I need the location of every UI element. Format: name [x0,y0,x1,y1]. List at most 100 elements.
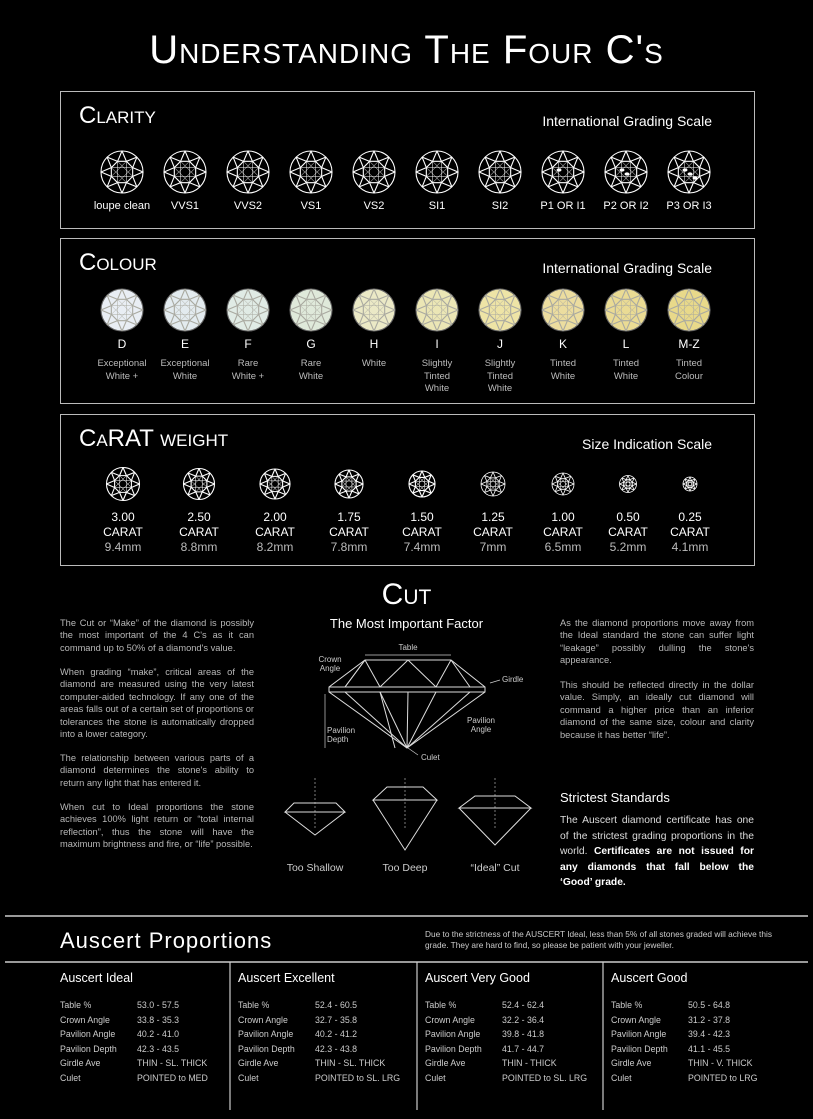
facet [673,314,679,326]
facet [117,167,133,183]
facet [258,305,270,311]
diamond-icon [478,150,522,194]
facet [441,320,453,326]
facet [667,167,679,173]
inclusion [692,176,698,180]
facet [693,483,698,486]
facet [274,491,279,500]
subheading: Strictest Standards [560,790,670,805]
facet [282,483,291,488]
facet [274,468,279,477]
facet [419,481,429,491]
row-value: 32.2 - 36.4 [502,1014,545,1025]
facet [636,305,648,311]
facet [615,167,631,183]
facet [510,171,522,177]
carat-weight: 1.25 [481,510,505,524]
facet [310,182,316,194]
facet [358,182,370,188]
facet [554,476,558,482]
facet [547,156,559,162]
facet [421,176,427,188]
facet [421,182,433,188]
facet [421,156,427,168]
facet [547,314,553,326]
facet [195,309,207,315]
facet [621,305,637,321]
facet [384,176,390,188]
facet [131,483,140,488]
facet [573,156,579,168]
carat-diameter: 5.2mm [609,540,647,554]
facet [510,314,516,326]
grade-label: P1 OR I1 [540,200,586,212]
facet [289,309,301,315]
facet [378,182,390,188]
facet [682,483,687,486]
facet [232,156,238,168]
facet [355,473,360,482]
row-label: Pavilion Angle [611,1029,667,1039]
facet [315,182,327,188]
facet [100,309,112,315]
facet [363,167,379,183]
grade-description: Colour [675,370,703,382]
facet [412,490,420,494]
facet [673,156,679,168]
facet [562,288,568,300]
carat-diameter: 8.2mm [256,540,294,554]
facet [504,182,516,188]
facet [495,320,501,332]
facet [379,691,408,749]
row-label: Pavilion Angle [60,1029,116,1039]
facet [363,161,379,177]
row-label: Girdle Ave [425,1058,466,1068]
facet [636,176,642,188]
facet [486,481,496,491]
facet [699,294,705,306]
facet [180,320,186,332]
facet [226,305,238,311]
facet [495,288,501,300]
facet [555,475,561,479]
diamond-icon [105,466,141,502]
facet [699,309,711,315]
facet [132,167,144,173]
row-label: Culet [611,1072,632,1083]
facet [552,167,568,183]
facet [688,476,691,481]
facet [132,171,144,177]
facet [237,299,253,315]
carat-unit: CARAT [329,525,369,539]
facet [632,483,637,487]
facet [289,167,301,173]
facet [610,320,622,326]
facet [484,294,490,306]
facet [271,476,283,488]
facet [183,480,192,485]
facet [132,314,138,326]
facet [436,150,442,162]
facet [560,481,569,490]
facet [206,480,215,485]
diagram-label: Pavilion Depth [327,726,356,744]
facet [450,659,471,688]
facet [271,468,276,477]
facet [686,482,692,488]
facet [180,167,196,183]
facet [363,299,379,315]
row-label: Table % [238,1000,270,1010]
grade-label: VS2 [363,200,385,212]
facet [277,491,286,496]
facet [447,309,459,315]
facet [351,490,360,495]
facet [369,161,385,177]
facet [636,309,648,315]
carat-diameter: 9.4mm [104,540,142,554]
facet [195,468,200,477]
facet [560,472,564,479]
row-label: Table % [425,1000,457,1010]
facet [432,288,438,300]
colour-panel [60,238,755,404]
